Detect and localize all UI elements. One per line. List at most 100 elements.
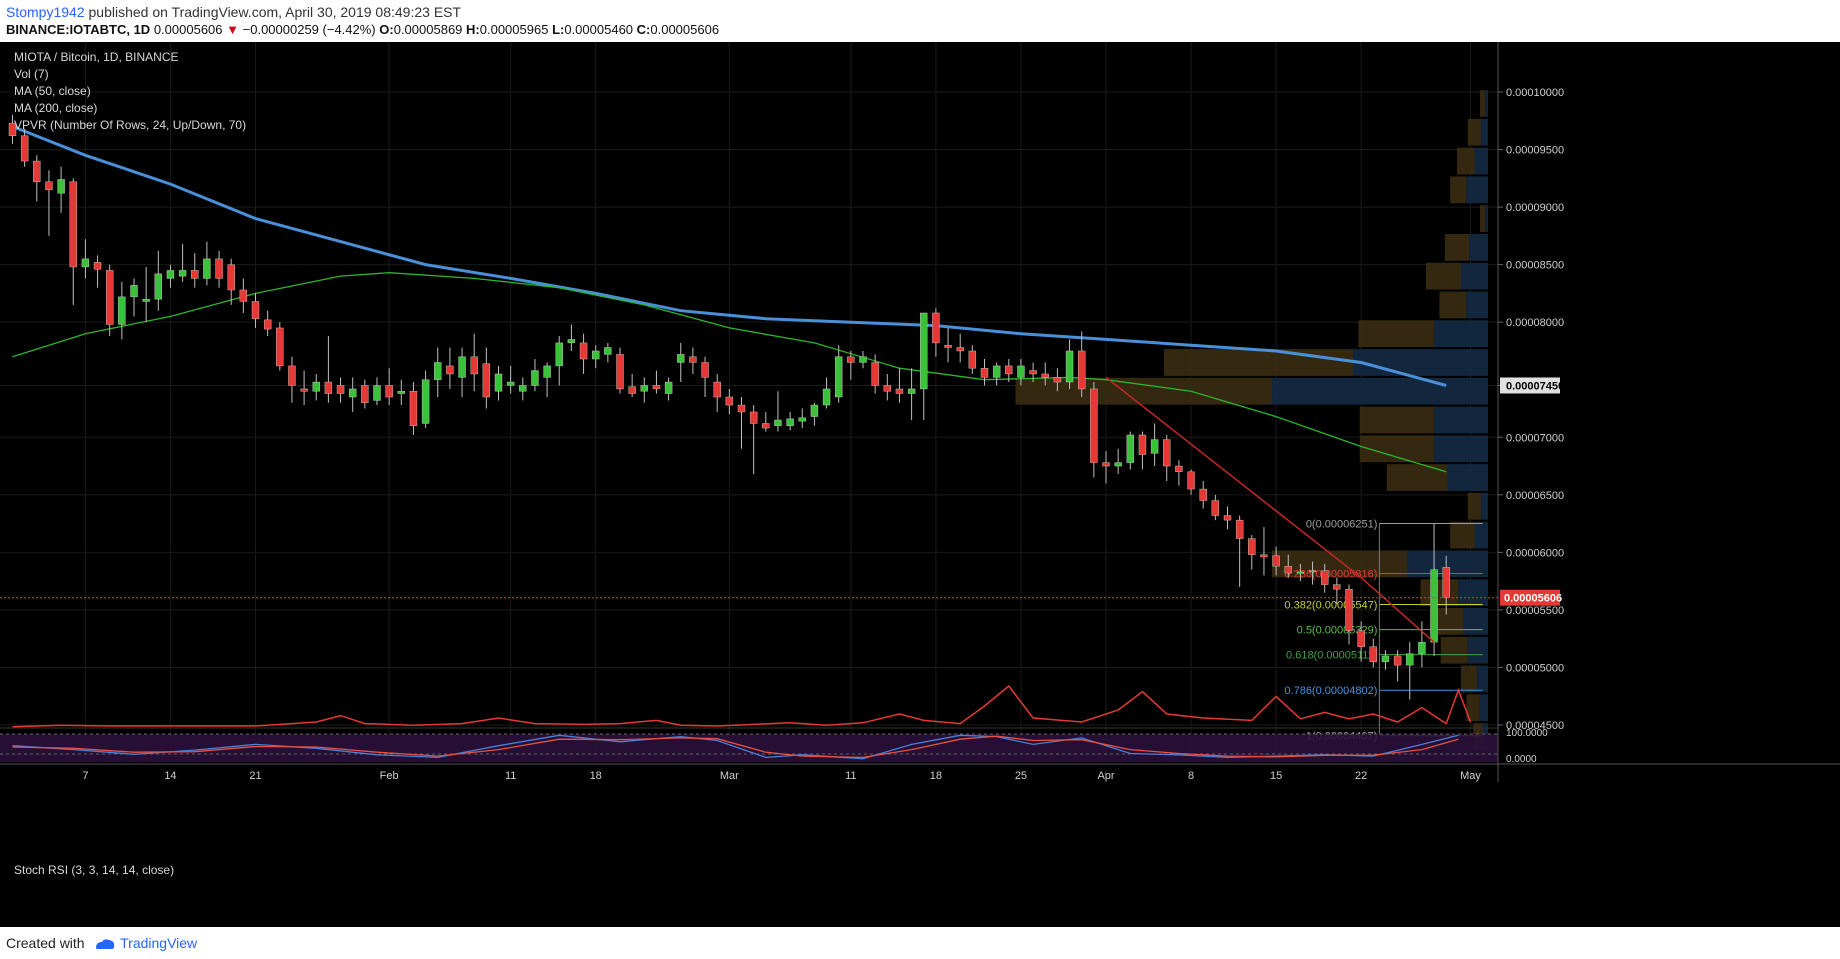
candle-body [69, 181, 77, 268]
footer: Created with TradingView [0, 927, 1840, 959]
candle-body [664, 381, 673, 394]
candle-body [166, 270, 175, 279]
candle-body [130, 285, 138, 298]
candle-body [1357, 630, 1365, 647]
legend-vpvr[interactable]: VPVR (Number Of Rows, 24, Up/Down, 70) [14, 118, 246, 132]
time-tick-label: 11 [845, 770, 856, 782]
stoch-d-line [12, 735, 1459, 759]
candle-body [871, 362, 879, 386]
vpvr-bar-down [1461, 262, 1488, 290]
created-with-text: Created with [6, 935, 85, 951]
candle-body [968, 350, 977, 369]
time-tick-label: 25 [1015, 770, 1027, 782]
vpvr-bar-up [1420, 579, 1459, 607]
time-tick-label: Mar [720, 770, 739, 782]
candle-body [640, 385, 648, 392]
author-link[interactable]: Stompy1942 [6, 4, 85, 20]
candle-body [1333, 584, 1341, 590]
candle-body [336, 385, 345, 394]
price-tick-label: 0.00007450 [1506, 380, 1564, 392]
candle-body [1041, 373, 1049, 378]
candle-body [81, 258, 90, 268]
price-tick-label: 0.00008000 [1506, 317, 1564, 329]
candle-body [8, 122, 17, 136]
time-tick-label: Apr [1097, 770, 1114, 782]
vpvr-bar-down [1477, 665, 1488, 693]
candle-body [300, 388, 308, 392]
tradingview-brand-link[interactable]: TradingView [94, 935, 197, 951]
candle-body [774, 419, 782, 426]
vpvr-bar-down [1474, 147, 1488, 175]
vpvr-bar-up [1359, 406, 1434, 434]
price-tick-label: 0.00008500 [1506, 260, 1564, 272]
candle-body [20, 135, 29, 162]
candle-body [324, 381, 333, 394]
candle-body [1369, 646, 1378, 662]
created-with: Created with TradingView [6, 935, 197, 951]
candle-body [616, 354, 624, 390]
publish-line: Stompy1942 published on TradingView.com,… [6, 4, 461, 20]
time-tick-label: 7 [82, 770, 88, 782]
legend-stoch[interactable]: Stoch RSI (3, 3, 14, 14, close) [14, 863, 174, 877]
price-tick-label: 0.00006000 [1506, 547, 1564, 559]
candle-body [1235, 519, 1244, 539]
candle-body [798, 417, 806, 422]
vpvr-bar-up [1015, 377, 1272, 405]
candle-body [519, 385, 527, 392]
candle-body [1430, 569, 1438, 643]
candle-body [470, 356, 478, 375]
vpvr-bar-up [1444, 233, 1470, 261]
indicator-legend: MIOTA / Bitcoin, 1D, BINANCE Vol (7) MA … [14, 50, 246, 877]
legend-ma200[interactable]: MA (200, close) [14, 101, 97, 115]
candle-body [1029, 370, 1037, 375]
vpvr-bar-down [1481, 492, 1488, 520]
candle-body [1345, 588, 1353, 631]
vpvr-bar-up [1272, 550, 1407, 578]
candle-body [1308, 570, 1317, 573]
vpvr-bar-up [1440, 636, 1468, 664]
candle-body [810, 404, 819, 417]
candle-body [154, 273, 163, 300]
candle-body [628, 386, 636, 394]
volume-line [12, 684, 1472, 728]
candle-body [349, 388, 357, 398]
candle-body [835, 356, 843, 398]
vpvr-bar-up [1450, 176, 1467, 204]
candle-body [604, 347, 612, 355]
downtrend-line [1105, 376, 1435, 643]
tradingview-logo-icon [96, 939, 115, 950]
candle-body [1260, 554, 1268, 558]
candle-body [920, 312, 928, 390]
candle-body [956, 347, 964, 352]
price-tick-label: 0.00006500 [1506, 490, 1564, 502]
candle-body [385, 385, 393, 398]
chart-svg[interactable]: 0(0.00006251)0.236(0.00005816)0.382(0.00… [0, 42, 1840, 927]
candle-body [1248, 538, 1256, 555]
candle-body [1114, 462, 1122, 467]
vpvr-bar-down [1485, 90, 1488, 117]
vpvr-bar-down [1466, 176, 1488, 204]
legend-ma50[interactable]: MA (50, close) [14, 84, 91, 98]
price-highlight-box [1500, 377, 1560, 394]
vpvr-bar-up [1466, 694, 1480, 722]
open-label: O: [379, 22, 394, 37]
candle-body [847, 356, 855, 363]
candle-body [361, 385, 369, 403]
candle-body [555, 342, 563, 367]
candle-body [689, 356, 697, 363]
chart-area[interactable]: 0(0.00006251) 0.236(0.00005816) 0.382(0.00… [0, 42, 1840, 927]
fib-level-label: 0.618(0.00005111) [1286, 650, 1377, 662]
candle-body [543, 365, 551, 378]
vpvr-bar-down [1458, 579, 1488, 607]
candle-body [506, 381, 515, 386]
candle-body [409, 391, 418, 426]
legend-vol[interactable]: Vol (7) [14, 67, 49, 81]
time-tick-label: 14 [164, 770, 176, 782]
vpvr-bar-down [1466, 291, 1488, 319]
ma200-line [11, 125, 1447, 387]
candle-body [215, 258, 223, 279]
time-tick-label: May [1460, 770, 1481, 782]
high-label: H: [466, 22, 480, 37]
vpvr-bar-down [1272, 377, 1488, 405]
candle-body [1102, 462, 1110, 467]
